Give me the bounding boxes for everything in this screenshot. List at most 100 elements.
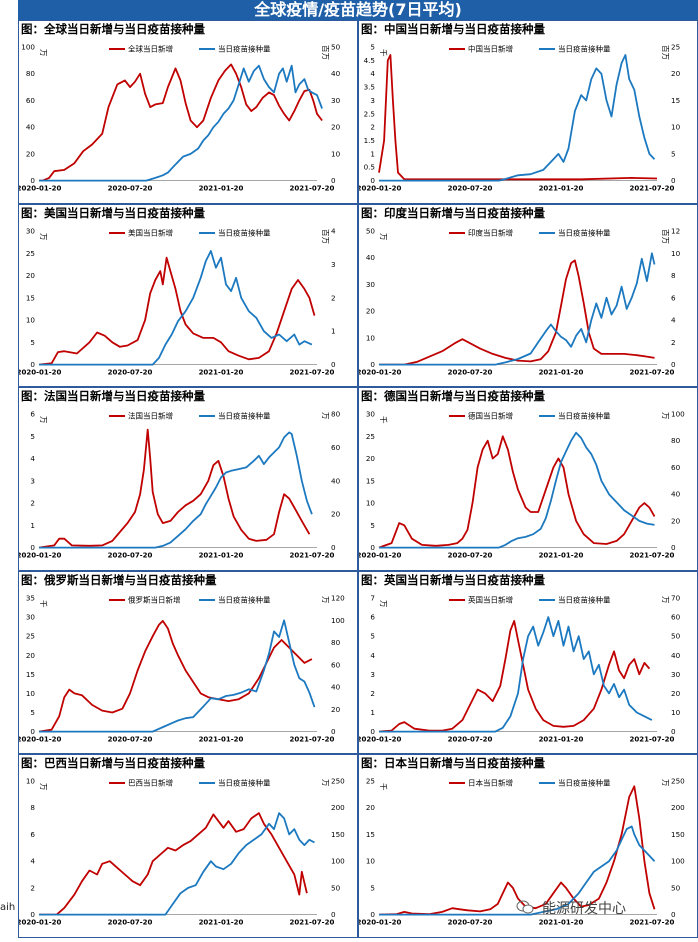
right-unit-label: 百万 — [661, 229, 670, 244]
legend-label: 当日疫苗接种量 — [218, 411, 271, 421]
chart-panel: 图：法国当日新增与当日疫苗接种量 0 1 2 3 4 5 6 0 20 40 60 80 万万 2020-0… — [18, 387, 358, 571]
right-tick-label: 5 — [671, 149, 676, 158]
x-tick-label: 2021-01-20 — [199, 919, 244, 927]
chart-panel: 图：全球当日新增与当日疫苗接种量 0 20 40 60 80 100 0 10 20 30 40 50 万… — [18, 20, 358, 204]
x-tick-label: 2020-07-20 — [108, 368, 153, 376]
chart-svg: 0 5 10 15 20 25 30 0 20 40 60 80 100 千 万 2020-01-20 2020… — [359, 410, 685, 560]
chart-svg: 0 10 20 30 40 50 0 2 4 6 8 10 12 万 百万 2020-01-20 2020-07… — [359, 226, 681, 376]
left-tick-label: 0 — [370, 543, 375, 552]
left-tick-label: 35 — [26, 593, 35, 602]
series-line-cases — [378, 785, 656, 916]
left-tick-label: 5 — [370, 631, 375, 640]
x-tick-label: 2021-07-20 — [630, 552, 675, 560]
left-unit-label: 万 — [39, 416, 48, 424]
right-tick-label: 100 — [671, 857, 685, 866]
x-tick-label: 2021-01-20 — [539, 919, 584, 927]
right-tick-label: 2 — [671, 337, 676, 346]
legend-label: 当日疫苗接种量 — [558, 594, 611, 604]
chart-title: 图：日本当日新增与当日疫苗接种量 — [361, 756, 545, 771]
right-unit-label: 万 — [661, 596, 670, 604]
x-tick-label: 2021-01-20 — [199, 735, 244, 743]
right-tick-label: 4 — [671, 315, 676, 324]
chart-svg: 0 0.5 1 1.5 2 2.5 3 3.5 4 4.5 5 0 5 10 15 20 25 千 百万 2020-0… — [359, 43, 681, 193]
right-tick-label: 20 — [671, 517, 681, 526]
x-tick-label: 2021-01-20 — [539, 735, 584, 743]
left-tick-label: 20 — [26, 651, 36, 660]
left-tick-label: 0 — [30, 727, 35, 736]
banner-title: 全球疫情/疫苗趋势(7日平均) — [18, 0, 698, 20]
left-tick-label: 2 — [30, 499, 35, 508]
chart-title: 图：英国当日新增与当日疫苗接种量 — [361, 572, 545, 587]
x-tick-label: 2020-07-20 — [108, 185, 153, 193]
series-line-vaccine — [379, 615, 653, 733]
watermark-text: 能源研发中心 — [542, 901, 626, 917]
x-tick-label: 2021-07-20 — [290, 552, 335, 560]
right-tick-label: 40 — [671, 651, 681, 660]
left-tick-label: 80 — [26, 69, 36, 78]
chart-panel: 图：德国当日新增与当日疫苗接种量 0 5 10 15 20 25 30 0 20 40 60 80 100… — [358, 387, 698, 571]
legend-label: 印度当日新增 — [468, 227, 513, 237]
x-tick-label: 2021-07-20 — [290, 735, 335, 743]
left-tick-label: 5 — [370, 521, 375, 530]
legend-label: 英国当日新增 — [468, 594, 513, 604]
x-tick-label: 2020-01-20 — [19, 735, 62, 743]
right-tick-label: 0 — [331, 910, 336, 919]
series-line-vaccine — [379, 431, 655, 549]
left-tick-label: 10 — [26, 315, 36, 324]
wechat-icon — [516, 900, 534, 914]
right-tick-label: 20 — [331, 123, 341, 132]
left-tick-label: 15 — [26, 293, 35, 302]
x-tick-label: 2020-01-20 — [359, 735, 402, 743]
x-tick-label: 2021-01-20 — [199, 185, 244, 193]
right-tick-label: 60 — [671, 612, 681, 621]
right-unit-label: 万 — [321, 596, 330, 604]
left-tick-label: 15 — [366, 830, 375, 839]
right-tick-label: 200 — [671, 804, 685, 813]
x-tick-label: 2021-01-20 — [539, 552, 584, 560]
left-tick-label: 100 — [21, 43, 35, 52]
left-tick-label: 6 — [30, 830, 35, 839]
left-tick-label: 4.5 — [364, 56, 375, 65]
left-unit-label: 千 — [379, 49, 389, 57]
left-unit-label: 万 — [379, 233, 388, 241]
legend-label: 当日疫苗接种量 — [218, 594, 271, 604]
x-tick-label: 2021-07-20 — [630, 919, 675, 927]
chart-panel: 图：英国当日新增与当日疫苗接种量 0 1 2 3 4 5 6 7 0 10 20 30 40 50 60 70 万… — [358, 570, 698, 755]
left-tick-label: 0 — [30, 360, 35, 369]
left-edge-label: aih — [0, 902, 16, 913]
right-tick-label: 50 — [331, 884, 341, 893]
left-tick-label: 3 — [370, 96, 375, 105]
x-tick-label: 2020-07-20 — [448, 552, 493, 560]
left-tick-label: 20 — [366, 454, 376, 463]
left-tick-label: 0 — [370, 176, 375, 185]
left-tick-label: 30 — [366, 280, 376, 289]
right-tick-label: 12 — [671, 226, 680, 235]
left-tick-label: 25 — [26, 248, 35, 257]
x-tick-label: 2020-01-20 — [19, 919, 62, 927]
right-tick-label: 20 — [331, 705, 341, 714]
left-tick-label: 4 — [30, 857, 35, 866]
right-tick-label: 8 — [671, 271, 676, 280]
series-line-cases — [39, 812, 308, 916]
chart-title: 图：全球当日新增与当日疫苗接种量 — [21, 22, 205, 36]
right-unit-label: 百万 — [661, 45, 670, 60]
right-unit-label: 万 — [661, 412, 670, 420]
legend-label: 法国当日新增 — [128, 411, 173, 421]
left-tick-label: 7 — [370, 593, 375, 602]
legend-label: 当日疫苗接种量 — [558, 411, 611, 421]
right-tick-label: 0 — [331, 727, 336, 736]
left-tick-label: 20 — [26, 149, 36, 158]
left-unit-label: 千 — [379, 416, 389, 424]
left-tick-label: 5 — [370, 884, 375, 893]
right-tick-label: 50 — [331, 43, 341, 52]
right-tick-label: 40 — [331, 69, 341, 78]
x-tick-label: 2021-07-20 — [290, 919, 335, 927]
chart-panel: 图：巴西当日新增与当日疫苗接种量 0 2 4 6 8 10 0 50 100 150 200 250 万万… — [18, 754, 358, 938]
chart-title: 图：印度当日新增与当日疫苗接种量 — [361, 205, 545, 220]
left-tick-label: 2 — [370, 123, 375, 132]
series-line-vaccine — [39, 249, 313, 366]
right-tick-label: 10 — [671, 708, 681, 717]
right-tick-label: 80 — [671, 436, 681, 445]
